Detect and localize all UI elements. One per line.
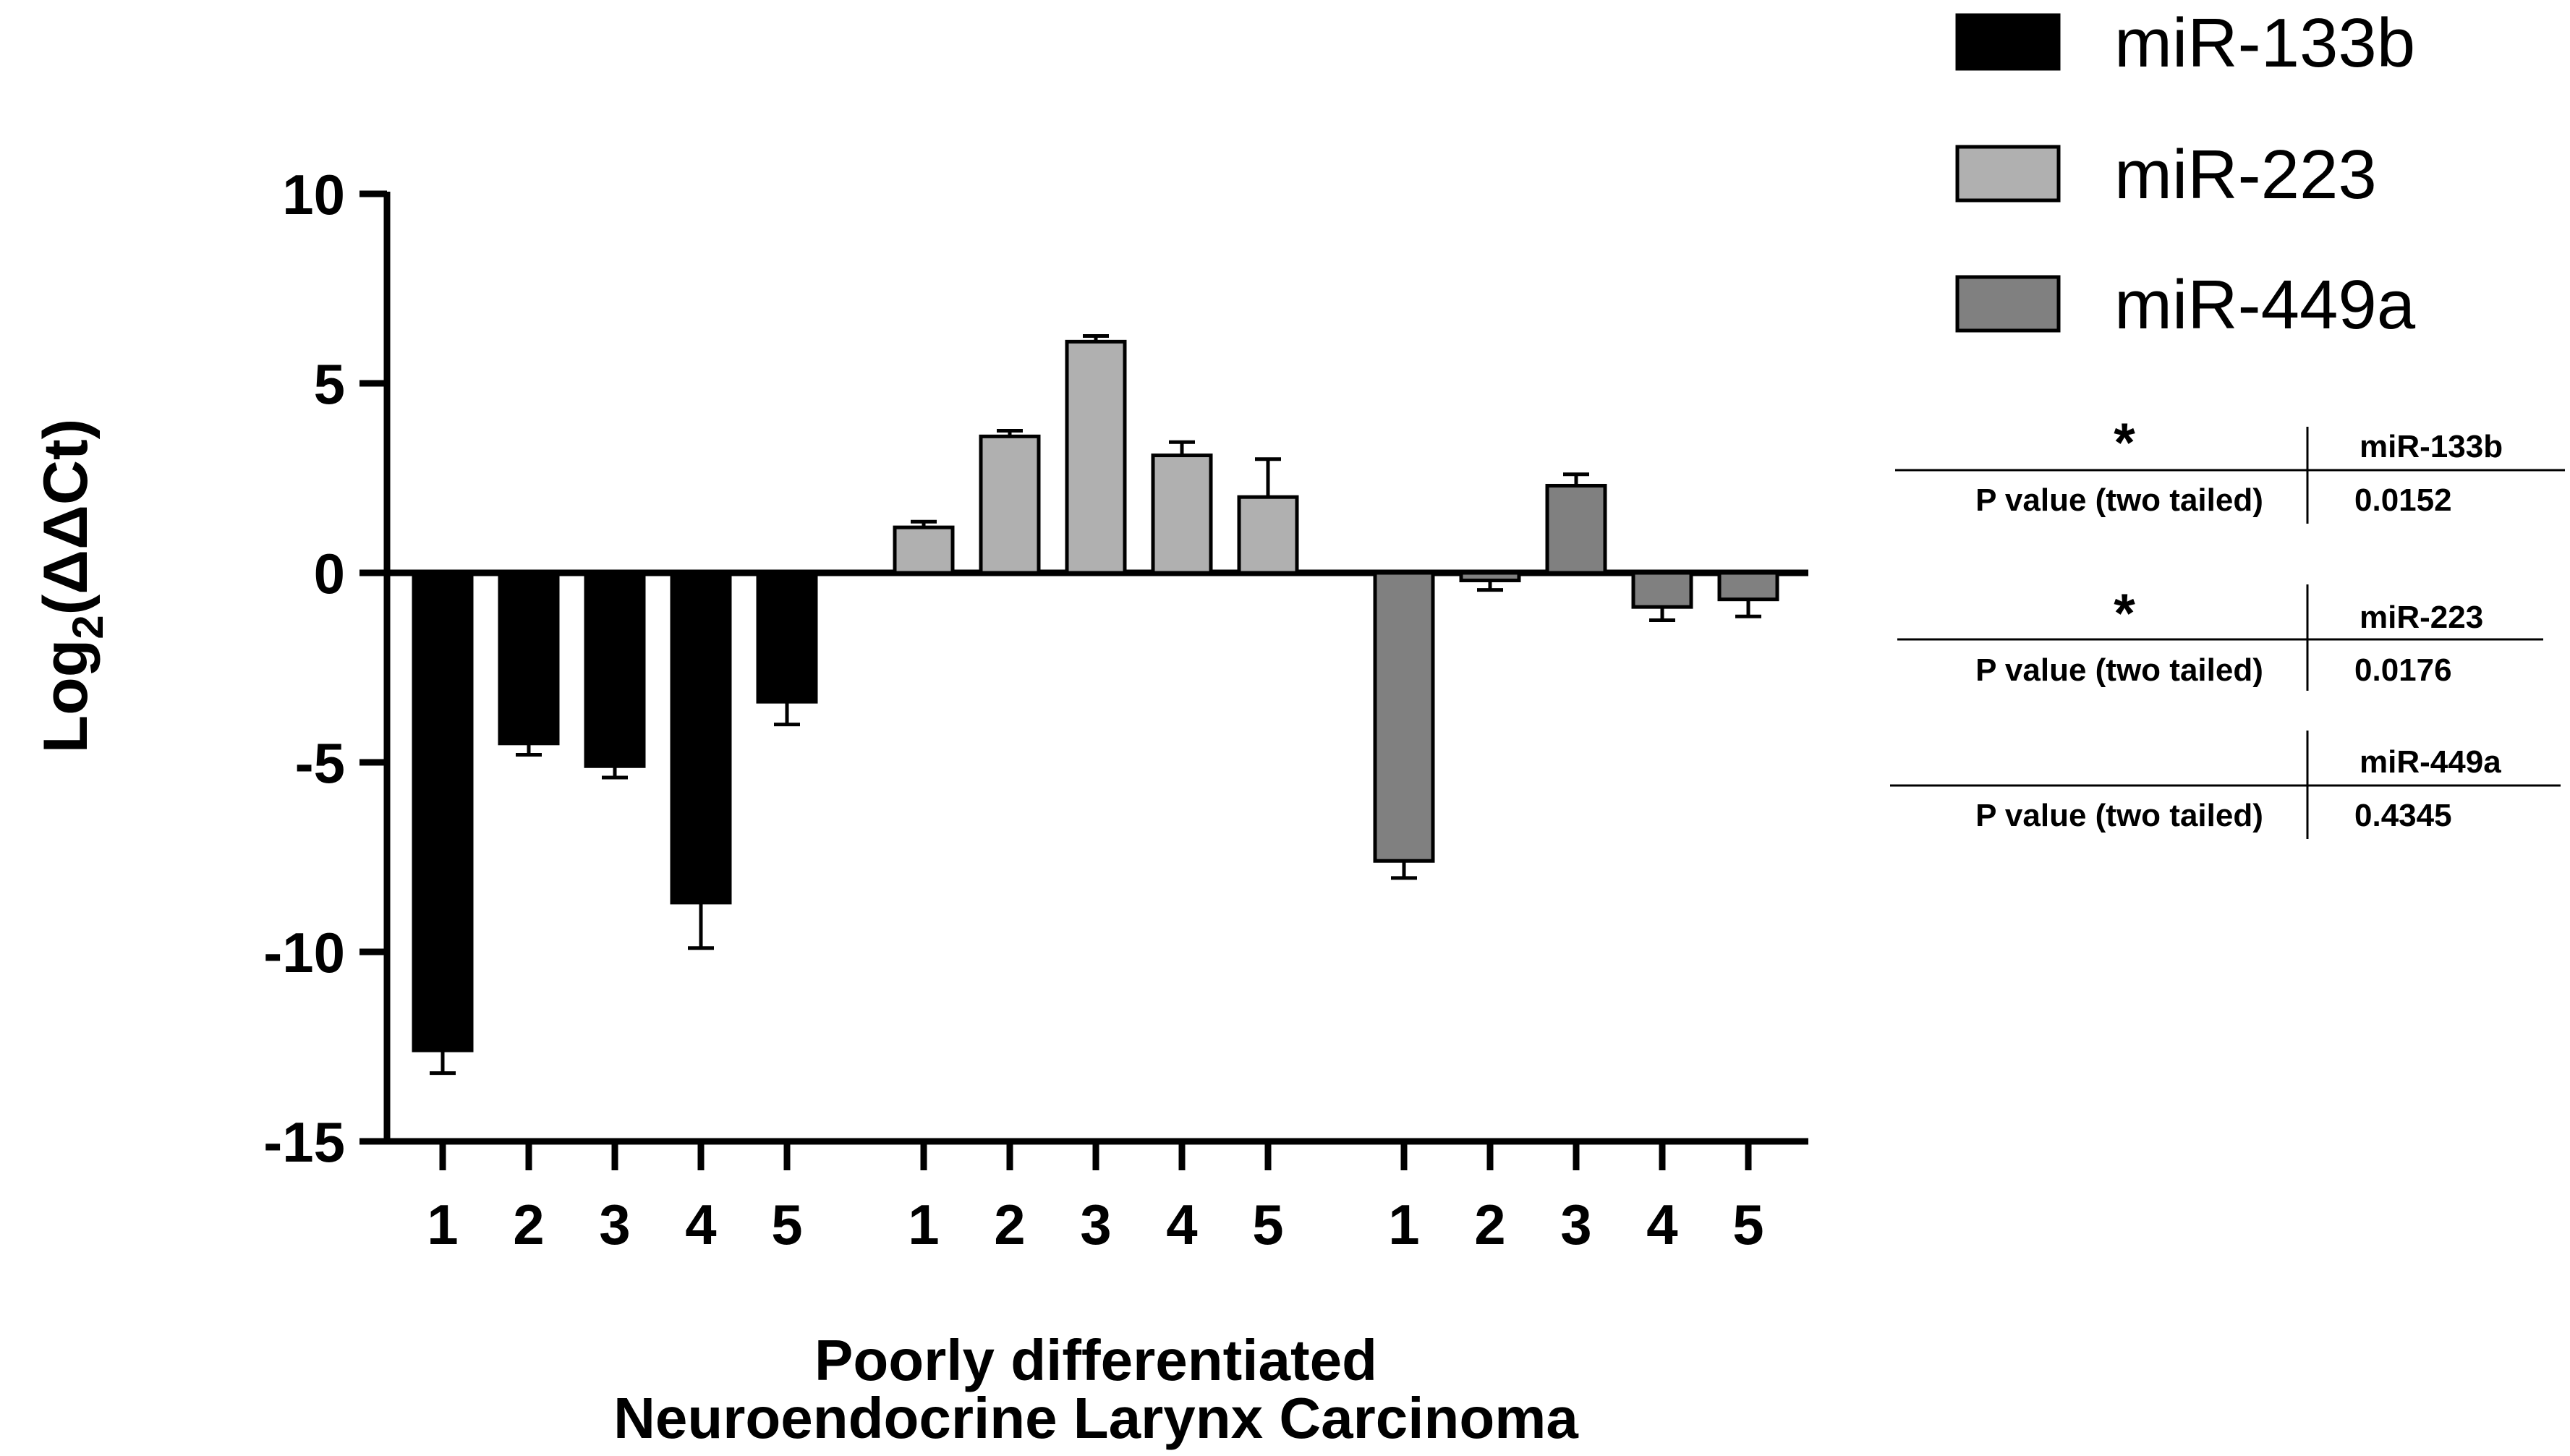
x-tick-label: 1 — [427, 1193, 458, 1256]
stats-header-miR-449a: miR-449a — [2360, 744, 2501, 780]
y-tick-label: -10 — [263, 921, 345, 984]
legend-swatch-miR-223 — [1955, 145, 2061, 203]
x-tick-label: 1 — [908, 1193, 939, 1256]
significance-star: * — [2114, 412, 2135, 474]
bar-miR-133b-3 — [584, 571, 646, 768]
y-axis-title-rest: (ΔΔCt) — [31, 419, 101, 616]
legend-label-miR-449a: miR-449a — [2114, 266, 2416, 344]
y-tick-label: 0 — [314, 542, 345, 605]
bar-miR-223-1 — [893, 525, 955, 575]
bar-miR-449a-5 — [1717, 571, 1779, 602]
bar-miR-223-2 — [979, 434, 1041, 575]
x-axis-title-line2: Neuroendocrine Larynx Carcinoma — [613, 1386, 1578, 1450]
y-tick-label: 5 — [314, 352, 345, 416]
y-tick-label: -15 — [263, 1110, 345, 1174]
bar-miR-133b-1 — [412, 571, 474, 1052]
stats-header-miR-223: miR-223 — [2360, 600, 2483, 635]
stats-p-value-miR-223: 0.0176 — [2354, 652, 2452, 688]
legend: miR-133b miR-223 miR-449a — [1955, 4, 2416, 344]
bar-miR-133b-5 — [756, 571, 818, 704]
x-tick-label: 2 — [513, 1193, 544, 1256]
x-tick-label: 4 — [1646, 1193, 1677, 1256]
x-tick-label: 3 — [1560, 1193, 1591, 1256]
bar-miR-223-5 — [1237, 495, 1299, 575]
legend-label-miR-133b: miR-133b — [2114, 4, 2415, 82]
y-tick-label: -5 — [295, 731, 345, 795]
x-tick-label: 1 — [1388, 1193, 1419, 1256]
bar-miR-449a-4 — [1631, 571, 1693, 609]
bar-miR-133b-4 — [670, 571, 732, 905]
bar-miR-449a-2 — [1459, 571, 1521, 582]
y-axis-title-subscript: 2 — [64, 615, 112, 639]
bars — [412, 334, 1779, 1076]
bar-miR-223-4 — [1151, 454, 1213, 575]
stats-p-value-miR-449a: 0.4345 — [2354, 798, 2452, 833]
y-axis-title: Log2(ΔΔCt) — [31, 419, 112, 754]
bar-miR-223-3 — [1065, 339, 1127, 575]
stats-row-label: P value (two tailed) — [1975, 798, 2263, 833]
legend-swatch-miR-449a — [1955, 275, 2061, 333]
x-tick-label: 5 — [771, 1193, 802, 1256]
y-tick-label: 10 — [282, 163, 345, 226]
y-axis-title-main: Log — [31, 639, 101, 754]
stats-header-miR-133b: miR-133b — [2360, 429, 2503, 464]
legend-label-miR-223: miR-223 — [2114, 136, 2377, 213]
x-axis-title-line1: Poorly differentiated — [814, 1328, 1377, 1392]
x-tick-label: 5 — [1732, 1193, 1763, 1256]
legend-swatch-miR-133b — [1955, 13, 2061, 71]
stats-row-label: P value (two tailed) — [1975, 482, 2263, 518]
x-tick-label: 4 — [685, 1193, 716, 1256]
significance-star: * — [2114, 583, 2135, 644]
x-tick-label: 2 — [1474, 1193, 1505, 1256]
bar-miR-449a-1 — [1373, 571, 1435, 863]
stats-row-label: P value (two tailed) — [1975, 652, 2263, 688]
x-tick-label: 3 — [599, 1193, 630, 1256]
stats-p-value-miR-133b: 0.0152 — [2354, 482, 2452, 518]
bar-miR-133b-2 — [498, 571, 560, 746]
x-tick-label: 5 — [1252, 1193, 1283, 1256]
x-tick-label: 4 — [1166, 1193, 1197, 1256]
stats-tables: * miR-133b P value (two tailed) 0.0152 * miR-… — [1890, 412, 2565, 839]
x-tick-label: 3 — [1080, 1193, 1111, 1256]
bar-miR-449a-3 — [1545, 483, 1607, 575]
x-tick-label: 2 — [994, 1193, 1025, 1256]
